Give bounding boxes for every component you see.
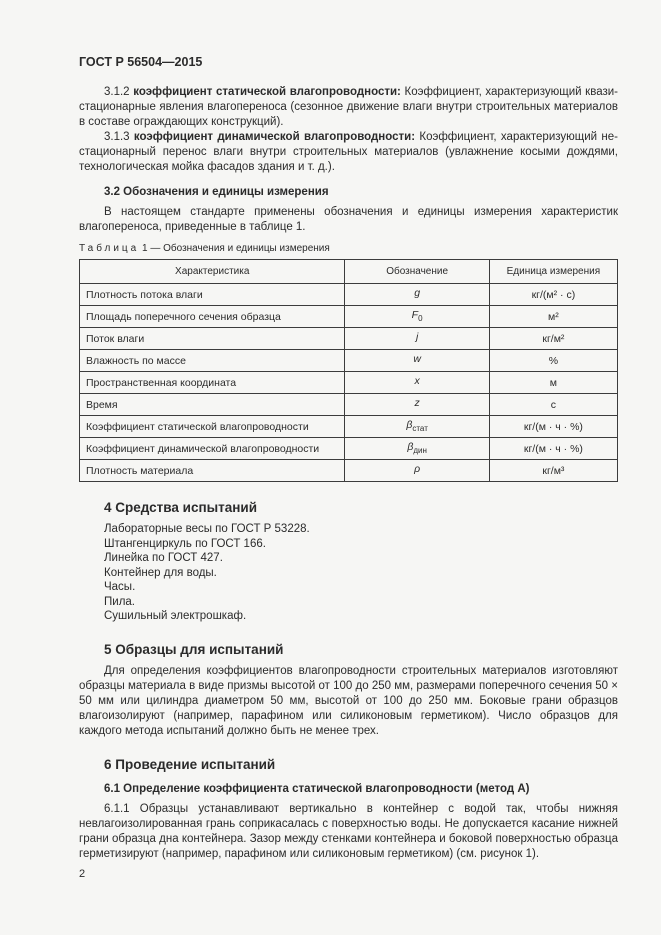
clause-number: 6.1.1 [104,802,140,815]
heading-5: 5 Образцы для испытаний [104,641,284,657]
symbol-base: x [414,375,420,388]
characteristic-cell: Плотность потока влаги [78,283,346,306]
characteristic-cell: Пространственная координата [78,371,346,394]
unit-cell: кг/м² [488,327,619,350]
equipment-item: Штангенциркуль по ГОСТ 166. [104,537,266,550]
equipment-item: Сушильный электрошкаф. [104,610,247,622]
symbol-base: F [411,309,419,322]
col-header-characteristic: Характеристика [78,259,346,284]
col-header-symbol: Обозначение [344,259,490,284]
equipment-item: Часы. [104,581,136,593]
unit-cell: кг/(м · ч · %) [488,437,619,460]
col-header-unit: Единица измерения [488,259,619,284]
symbol-cell: j [344,327,490,350]
table-row: Коэффициент динамической влагопроводност… [78,437,619,460]
symbol-base: z [414,397,420,410]
symbol-subscript: стат [412,424,428,434]
term-title: коэффициент динамической влагопроводност… [133,131,416,143]
characteristic-cell: Время [78,393,346,416]
paragraph-3-2-intro: В настоящем стандарте применены обозначе… [79,206,618,233]
unit-cell: м² [488,305,619,328]
heading-4: 4 Средства испытаний [104,500,258,515]
doc-header: ГОСТ Р 56504—2015 [79,55,203,69]
symbol-cell: w [344,349,490,372]
symbol-base: w [413,353,421,366]
unit-cell: кг/м³ [488,459,619,482]
symbol-cell: ρ [344,459,490,482]
equipment-item: Линейка по ГОСТ 427. [104,552,223,564]
symbol-cell: βдин [344,437,490,460]
table-row: Плотность материала ρ кг/м³ [78,459,619,482]
symbol-subscript: дин [413,446,427,456]
symbol-cell: g [344,283,490,306]
symbol-base: j [415,331,419,344]
equipment-item: Контейнер для воды. [104,566,217,579]
symbol-base: g [414,287,421,300]
term-number: 3.1.2 [104,86,134,98]
symbol-base: ρ [414,463,421,476]
heading-3-2: 3.2 Обозначения и единицы измерения [104,186,329,198]
units-table: Характеристика Обозначение Единица измер… [78,259,619,482]
paragraph-3-1-2: 3.1.2 коэффициент статической влагопрово… [79,85,618,130]
clause-text: Образцы устанавливают вертикально в конт… [79,802,618,860]
term-title: коэффициент статической влагопроводности… [133,86,401,98]
unit-cell: кг/(м · ч · %) [488,415,619,438]
symbol-cell: βстат [344,415,490,438]
term-definition: Коэффициент, характеризующий квази­стаци… [79,86,618,128]
symbol-cell: z [344,393,490,416]
characteristic-cell: Коэффициент статической влагопроводности [78,415,346,438]
unit-cell: с [488,393,619,416]
equipment-item: Пила. [104,595,135,608]
table-row: Плотность потока влаги g кг/(м² · с) [78,283,619,306]
symbol-subscript: 0 [418,314,423,324]
table-caption-word: Таблица [79,243,140,254]
characteristic-cell: Коэффициент динамической влагопроводност… [78,437,346,460]
table-caption: Таблица 1 — Обозначения и единицы измере… [79,243,618,254]
symbol-cell: x [344,371,490,394]
table-row: Поток влаги j кг/м² [78,327,619,350]
page-number: 2 [79,867,86,880]
table-row: Пространственная координата x м [78,371,619,394]
equipment-item: Лабораторные весы по ГОСТ Р 53228. [104,523,310,535]
table-row: Время z с [78,393,619,416]
characteristic-cell: Площадь поперечного сечения образца [78,305,346,328]
characteristic-cell: Поток влаги [78,327,346,350]
table-caption-rest: 1 — Обозначения и единицы измерения [139,243,330,254]
symbol-base: β [406,419,413,432]
heading-6-1: 6.1 Определение коэффициента статической… [104,782,530,795]
term-number: 3.1.3 [104,131,134,143]
unit-cell: м [488,371,619,394]
symbol-cell: F0 [344,305,490,328]
characteristic-cell: Влажность по массе [78,349,346,372]
table-row: Площадь поперечного сечения образца F0 м… [78,305,619,328]
symbol-base: β [407,441,414,454]
paragraph-5-body: Для определения коэффициентов влагопрово… [79,664,618,737]
table-row: Коэффициент статической влагопроводности… [78,415,619,438]
heading-6: 6 Проведение испытаний [104,756,276,772]
table-row: Влажность по массе w % [78,349,619,372]
unit-cell: % [488,349,619,372]
term-definition: Коэффициент, характеризующий не­стациона… [79,131,618,173]
unit-cell: кг/(м² · с) [488,283,619,306]
characteristic-cell: Плотность материала [78,459,346,482]
paragraph-3-1-3: 3.1.3 коэффициент динамической влагопров… [79,130,618,175]
paragraph-6-1-1: 6.1.1 Образцы устанавливают вертикально … [79,802,618,862]
table-header-row: Характеристика Обозначение Единица измер… [78,259,619,284]
